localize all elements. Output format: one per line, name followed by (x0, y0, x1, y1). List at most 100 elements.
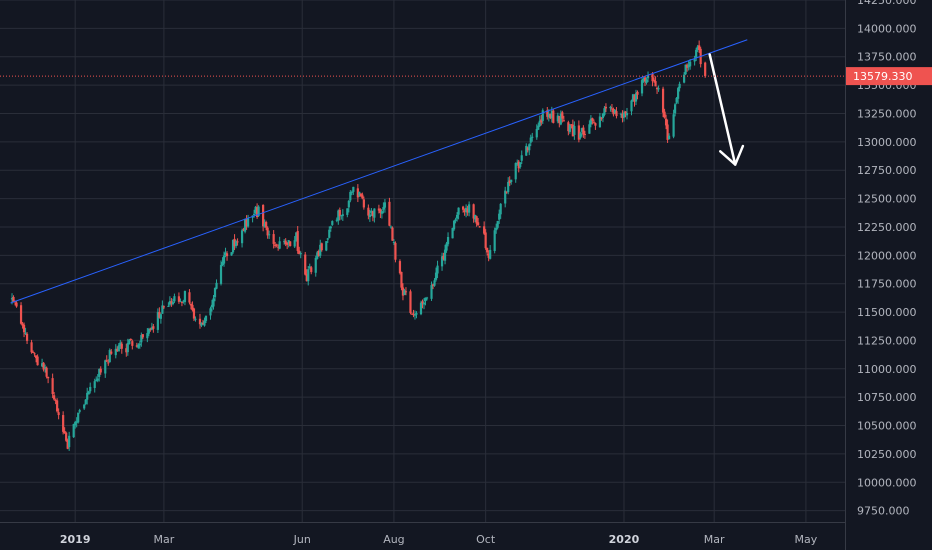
candle-up (392, 241, 396, 243)
candle-up (40, 363, 44, 367)
y-tick-label: 13250.000 (857, 107, 917, 120)
last-price-badge (846, 67, 932, 86)
candle-up (308, 266, 311, 268)
candle-up (667, 135, 671, 140)
candle-up (89, 386, 92, 392)
candle-down (652, 79, 656, 82)
candle-up (161, 305, 164, 314)
y-tick-label: 12750.000 (857, 164, 917, 177)
candle-down (149, 328, 152, 330)
candle-down (19, 305, 23, 324)
candle-up (434, 272, 438, 280)
candle-up (222, 255, 226, 264)
candle-up (44, 366, 47, 368)
candle-down (552, 110, 555, 123)
candle-down (583, 133, 586, 135)
candle-up (496, 221, 499, 228)
x-tick-label: Jun (293, 533, 311, 546)
candle-up (619, 113, 623, 115)
arrow-line[interactable] (708, 53, 737, 166)
candle-up (498, 213, 501, 220)
candle-up (314, 257, 317, 273)
candle-up (389, 226, 393, 228)
candle-up (657, 88, 660, 90)
candle-up (403, 290, 406, 295)
x-tick-label: Mar (704, 533, 725, 546)
x-tick-label: Mar (154, 533, 175, 546)
candle-up (507, 181, 510, 193)
candle-up (194, 318, 197, 320)
candle-down (633, 95, 636, 102)
candle-up (257, 206, 260, 216)
candle-up (295, 232, 298, 242)
candle-up (254, 206, 257, 214)
candle-down (484, 232, 487, 249)
candle-up (87, 391, 90, 395)
candle-up (75, 421, 78, 423)
trend-line[interactable] (10, 39, 748, 304)
candle-up (436, 265, 439, 274)
candle-up (422, 302, 426, 305)
candle-down (442, 255, 445, 260)
candle-down (377, 208, 380, 211)
candle-down (107, 362, 110, 364)
candle-down (54, 399, 57, 401)
candle-down (152, 326, 155, 329)
x-tick-label: 2019 (60, 533, 91, 546)
candle-down (21, 323, 24, 326)
candle-up (499, 203, 502, 215)
candle-up (96, 378, 99, 381)
candle-up (171, 302, 175, 305)
candle-up (331, 221, 334, 225)
candle-up (609, 106, 612, 109)
candle-down (42, 362, 45, 370)
candle-down (33, 353, 36, 355)
candle-up (212, 298, 215, 307)
candle-up (335, 219, 338, 221)
candle-down (125, 348, 128, 353)
candle-up (514, 163, 517, 180)
candle-up (598, 116, 602, 128)
candle-up (579, 133, 582, 138)
candle-down (317, 251, 320, 257)
candle-down (412, 313, 415, 316)
candle-up (147, 328, 150, 334)
candle-down (180, 301, 184, 303)
candle-down (594, 123, 597, 126)
candle-down (135, 345, 138, 347)
candle-down (272, 234, 275, 244)
arrow-head[interactable] (718, 144, 745, 166)
candle-up (678, 83, 681, 89)
candle-up (696, 46, 699, 50)
y-tick-label: 10500.000 (857, 420, 917, 433)
candle-up (349, 191, 352, 201)
candle-up (537, 125, 540, 130)
candle-down (320, 243, 323, 251)
candle-down (225, 253, 229, 257)
candle-up (104, 360, 107, 374)
candle-down (242, 229, 245, 231)
candle-up (299, 252, 302, 255)
candle-up (445, 243, 448, 251)
candle-down (582, 127, 585, 135)
candle-up (10, 298, 14, 300)
candlestick-series (10, 40, 707, 451)
price-axis[interactable]: 14250.00014000.00013750.00013500.0001325… (845, 0, 917, 550)
candle-up (601, 113, 605, 118)
candle-up (138, 343, 141, 346)
candle-up (415, 313, 418, 315)
candle-up (495, 227, 498, 231)
candle-down (388, 201, 391, 226)
candle-up (328, 229, 331, 238)
candle-down (661, 88, 665, 113)
candle-down (475, 216, 478, 224)
candle-down (546, 110, 549, 117)
candle-up (525, 145, 528, 156)
time-axis[interactable]: 2019 Mar Jun Aug Oct 2020 Mar May (0, 522, 845, 547)
candle-down (191, 304, 194, 311)
candle-down (562, 120, 565, 122)
candle-down (704, 62, 707, 77)
candle-down (31, 351, 35, 353)
candle-up (126, 343, 129, 353)
